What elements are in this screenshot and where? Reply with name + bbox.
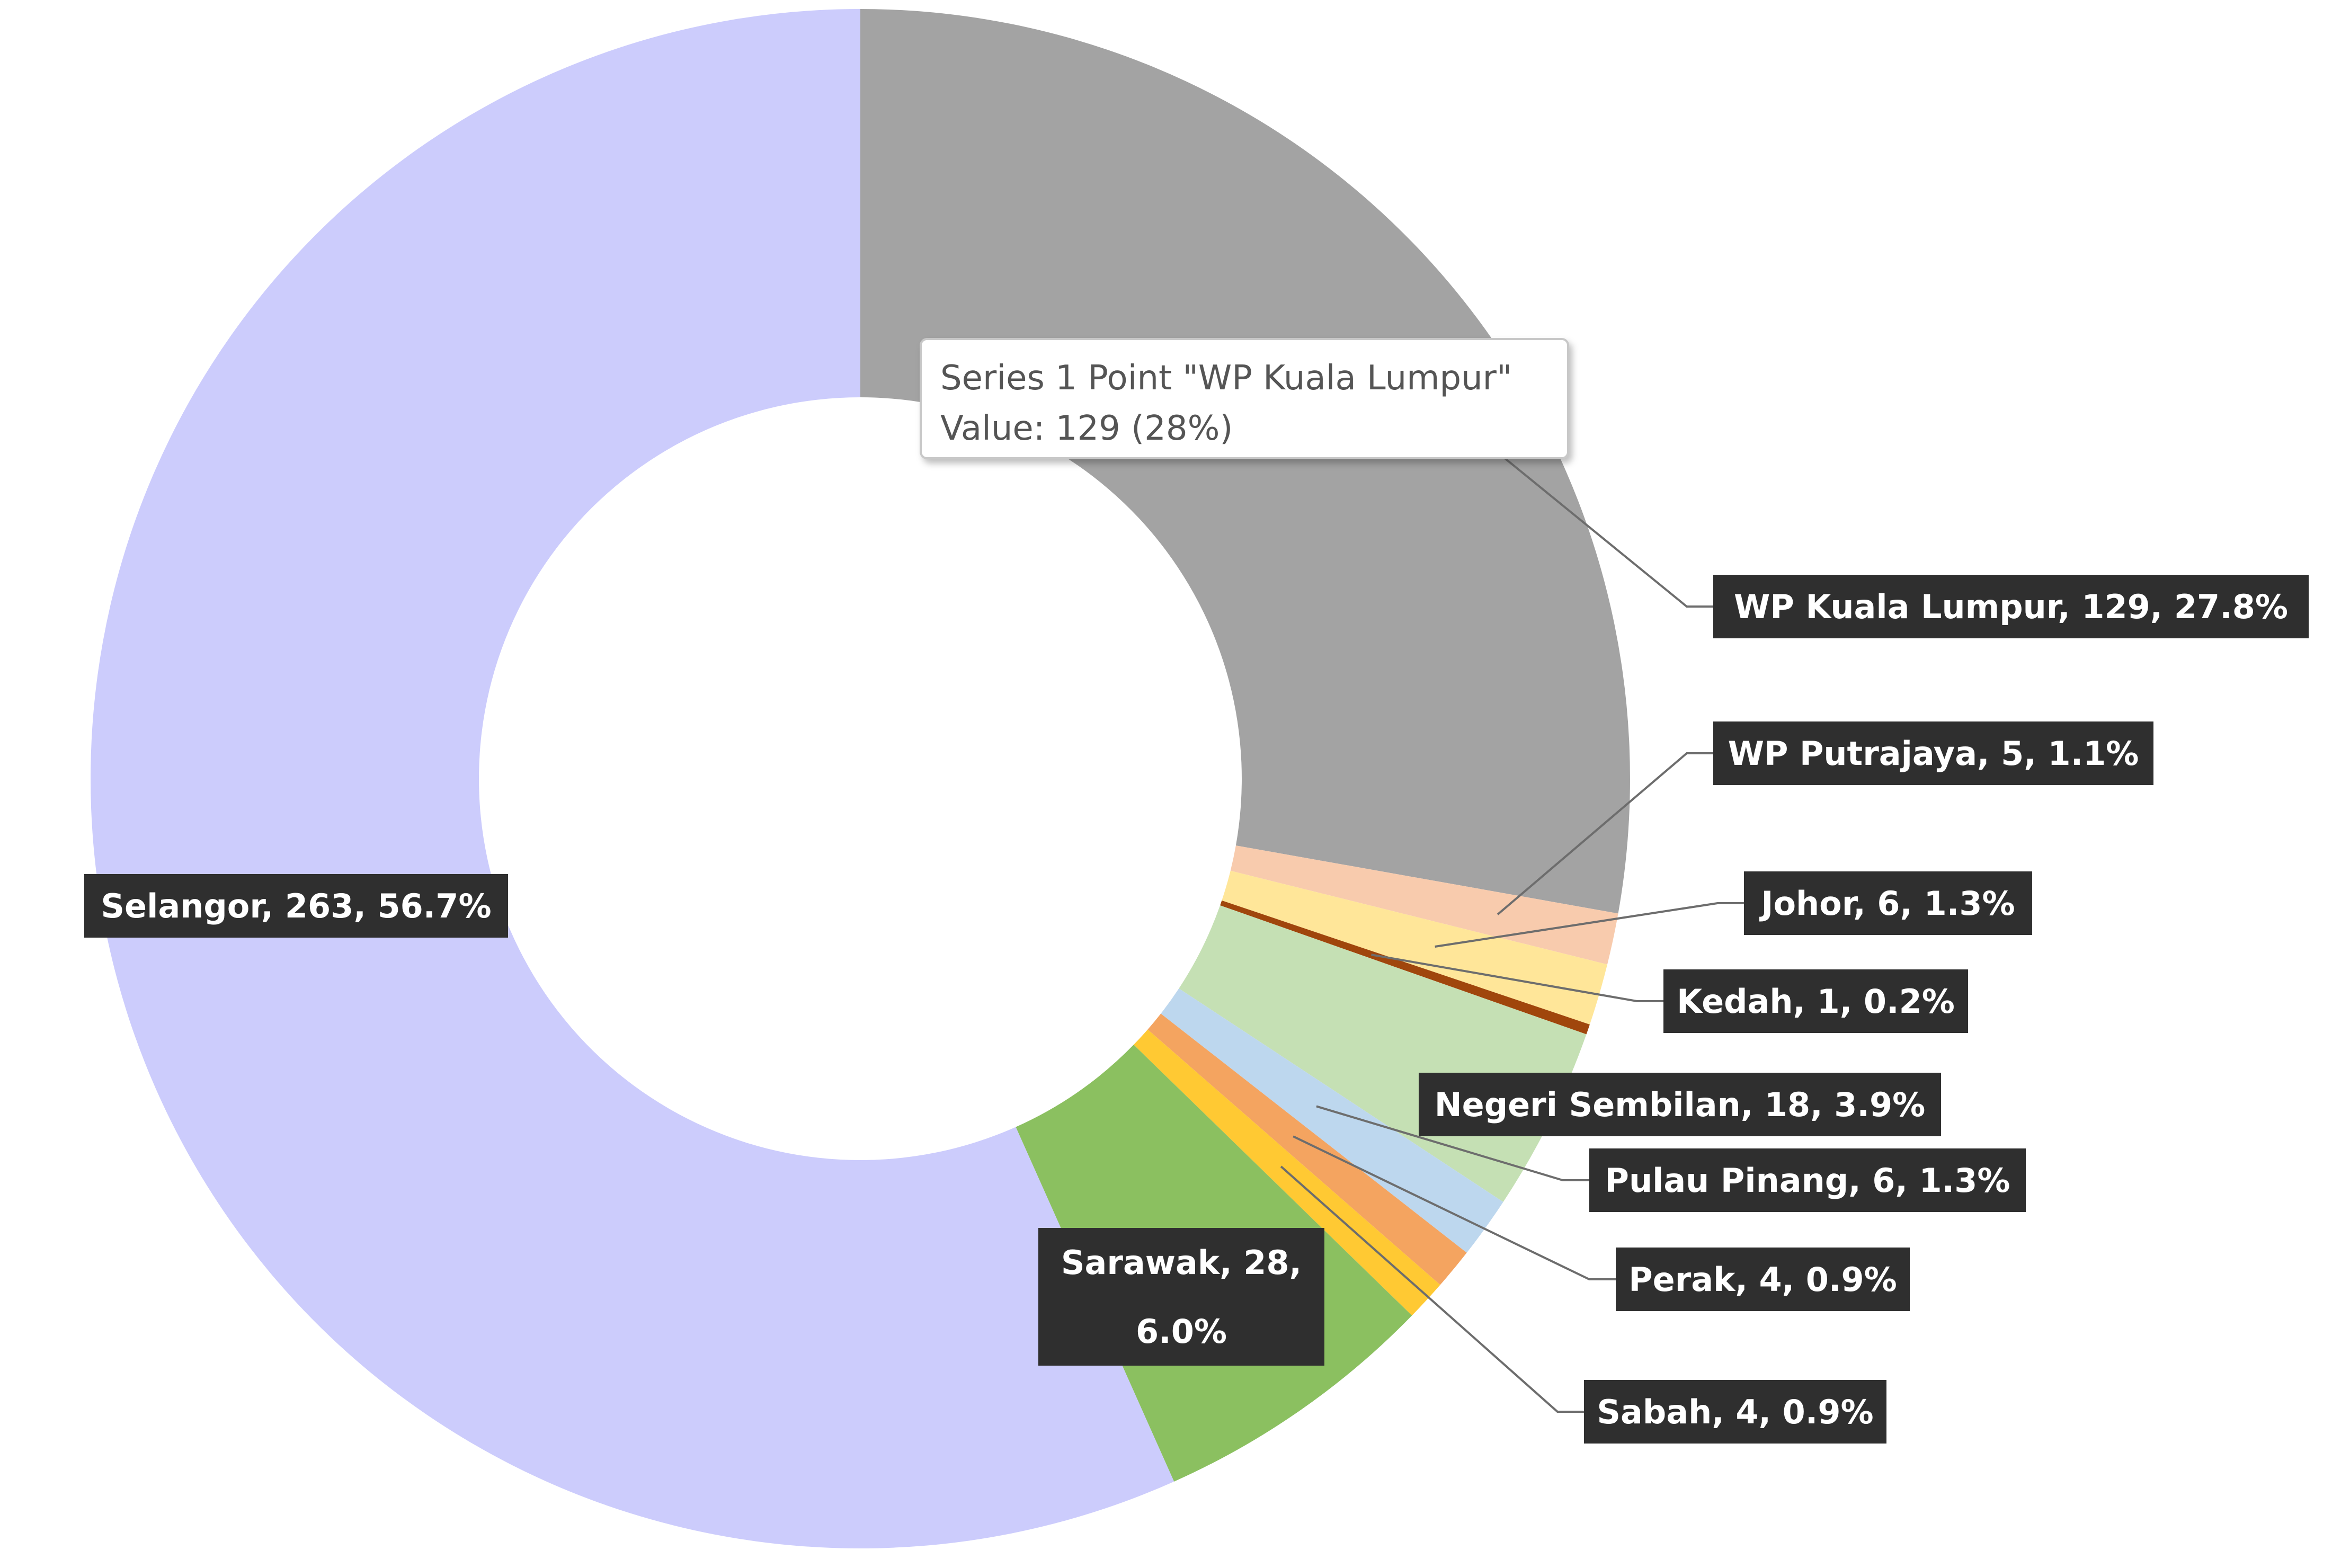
data-label-text-sarawak-1: Sarawak, 28, (1061, 1243, 1302, 1282)
data-label-selangor: Selangor, 263, 56.7% (84, 874, 508, 938)
leader-line-perak (1293, 1135, 1616, 1280)
slices-group (91, 9, 1630, 1548)
data-labels-group: WP Kuala Lumpur, 129, 27.8% WP Putrajaya,… (84, 575, 2309, 1444)
data-label-text-perak: Perak, 4, 0.9% (1628, 1260, 1897, 1299)
data-label-negeri-sembilan: Negeri Sembilan, 18, 3.9% (1419, 1073, 1941, 1136)
data-label-johor: Johor, 6, 1.3% (1744, 871, 2032, 935)
leader-line-wp-putrajaya (1497, 752, 1713, 915)
data-label-box-wp-kuala-lumpur (1713, 575, 2309, 638)
slice-kedah[interactable] (1220, 900, 1590, 1035)
tooltip-line2: Value: 129 (28%) (940, 409, 1233, 448)
data-label-box-kedah (1663, 969, 1968, 1033)
slice-perak[interactable] (1147, 1013, 1467, 1285)
data-label-box-wp-putrajaya (1713, 721, 2153, 785)
leader-line-kedah (1371, 954, 1663, 1002)
data-label-kedah: Kedah, 1, 0.2% (1663, 969, 1968, 1033)
data-label-box-negeri-sembilan (1419, 1073, 1941, 1136)
data-label-box-pulau-pinang (1589, 1148, 2026, 1212)
leader-line-sabah (1280, 1165, 1584, 1413)
leader-line-pulau-pinang (1316, 1105, 1589, 1181)
slice-johor[interactable] (1222, 870, 1608, 1024)
data-label-text-sarawak-2: 6.0% (1136, 1312, 1227, 1351)
data-label-text-wp-kuala-lumpur: WP Kuala Lumpur, 129, 27.8% (1734, 587, 2288, 626)
data-label-box-selangor (84, 874, 508, 938)
data-label-wp-putrajaya: WP Putrajaya, 5, 1.1% (1713, 721, 2153, 785)
data-label-box-sabah (1584, 1380, 1886, 1444)
tooltip: Series 1 Point "WP Kuala Lumpur" Value: … (920, 338, 1569, 459)
tooltip-box (920, 338, 1569, 459)
slice-wp-kuala-lumpur[interactable] (860, 9, 1630, 914)
data-label-text-kedah: Kedah, 1, 0.2% (1677, 982, 1955, 1021)
leader-lines-group (1280, 349, 1744, 1413)
data-label-box-sarawak (1038, 1228, 1324, 1366)
data-label-pulau-pinang: Pulau Pinang, 6, 1.3% (1589, 1148, 2026, 1212)
data-label-box-perak (1616, 1248, 1910, 1311)
slice-pulau-pinang[interactable] (1161, 988, 1503, 1253)
data-label-text-selangor: Selangor, 263, 56.7% (101, 887, 491, 925)
data-label-text-wp-putrajaya: WP Putrajaya, 5, 1.1% (1728, 734, 2139, 773)
data-label-text-sabah: Sabah, 4, 0.9% (1597, 1393, 1873, 1431)
data-label-text-johor: Johor, 6, 1.3% (1759, 884, 2015, 923)
data-label-perak: Perak, 4, 0.9% (1616, 1248, 1910, 1311)
data-label-box-johor (1744, 871, 2032, 935)
leader-line-johor (1435, 902, 1744, 948)
data-label-text-negeri-sembilan: Negeri Sembilan, 18, 3.9% (1435, 1085, 1925, 1124)
slice-selangor[interactable] (91, 9, 1174, 1548)
data-label-sarawak: Sarawak, 28, 6.0% (1038, 1228, 1324, 1366)
tooltip-line1: Series 1 Point "WP Kuala Lumpur" (940, 359, 1512, 398)
slice-wp-putrajaya[interactable] (1230, 845, 1618, 965)
data-label-wp-kuala-lumpur: WP Kuala Lumpur, 129, 27.8% (1713, 575, 2309, 638)
data-label-text-pulau-pinang: Pulau Pinang, 6, 1.3% (1605, 1161, 2010, 1200)
data-label-sabah: Sabah, 4, 0.9% (1584, 1380, 1886, 1444)
